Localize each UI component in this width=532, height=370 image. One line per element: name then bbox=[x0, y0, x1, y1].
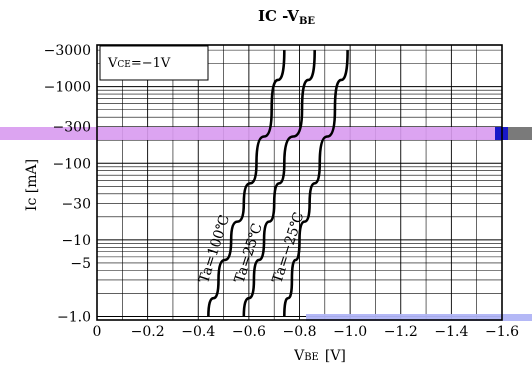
chart-title-sub: BE bbox=[299, 16, 315, 27]
x-tick-label: −1.4 bbox=[434, 324, 468, 340]
x-tick-label: −0.4 bbox=[181, 324, 215, 340]
x-axis-unit: [V] bbox=[325, 348, 346, 364]
condition-sub: CE bbox=[117, 60, 130, 70]
x-tick-label: −1.2 bbox=[384, 324, 418, 340]
y-tick-label: −5 bbox=[70, 256, 91, 272]
x-tick-label: −1.0 bbox=[333, 324, 367, 340]
plot-area-border bbox=[96, 44, 503, 321]
x-tick-labels: 0 −0.2 −0.4 −0.6 −0.8 −1.0 −1.2 −1.4 −1.6 bbox=[93, 324, 520, 340]
grid bbox=[96, 45, 503, 320]
y-tick-labels: −1.0 −5 −10 −30 −100 −300 −1000 −3000 bbox=[44, 43, 91, 325]
y-tick-label: −1.0 bbox=[57, 309, 91, 325]
x-tick-label: −0.2 bbox=[131, 324, 165, 340]
condition-box bbox=[99, 45, 209, 81]
series-label: Ta=−25℃ bbox=[269, 210, 307, 285]
series-label: Ta=25℃ bbox=[232, 221, 266, 285]
y-tick-label: −3000 bbox=[44, 43, 91, 59]
highlight-band-tail bbox=[508, 127, 532, 140]
highlight-band bbox=[0, 127, 532, 140]
y-tick-label: −1000 bbox=[44, 80, 91, 96]
highlight-band-lower bbox=[306, 314, 532, 321]
series-label: Ta=100℃ bbox=[196, 213, 233, 285]
plot-frame bbox=[96, 44, 503, 321]
x-axis-label-sub: BE bbox=[304, 352, 319, 363]
y-tick-label: −100 bbox=[53, 156, 91, 172]
x-axis-label: VBE [V] bbox=[293, 348, 346, 364]
x-tick-label: −0.6 bbox=[232, 324, 266, 340]
condition-label: VCE=−1V bbox=[107, 56, 171, 71]
chart-title: IC -VBE bbox=[258, 7, 315, 27]
y-axis-label: Ic [mA] bbox=[24, 159, 40, 211]
y-tick-label: −30 bbox=[61, 196, 91, 212]
x-tick-label: −0.8 bbox=[283, 324, 317, 340]
y-tick-label: −10 bbox=[61, 233, 91, 249]
condition-value: =−1V bbox=[131, 56, 171, 71]
x-tick-label: −1.6 bbox=[485, 324, 519, 340]
x-tick-label: 0 bbox=[93, 324, 102, 340]
y-tick-label: −300 bbox=[53, 120, 91, 136]
